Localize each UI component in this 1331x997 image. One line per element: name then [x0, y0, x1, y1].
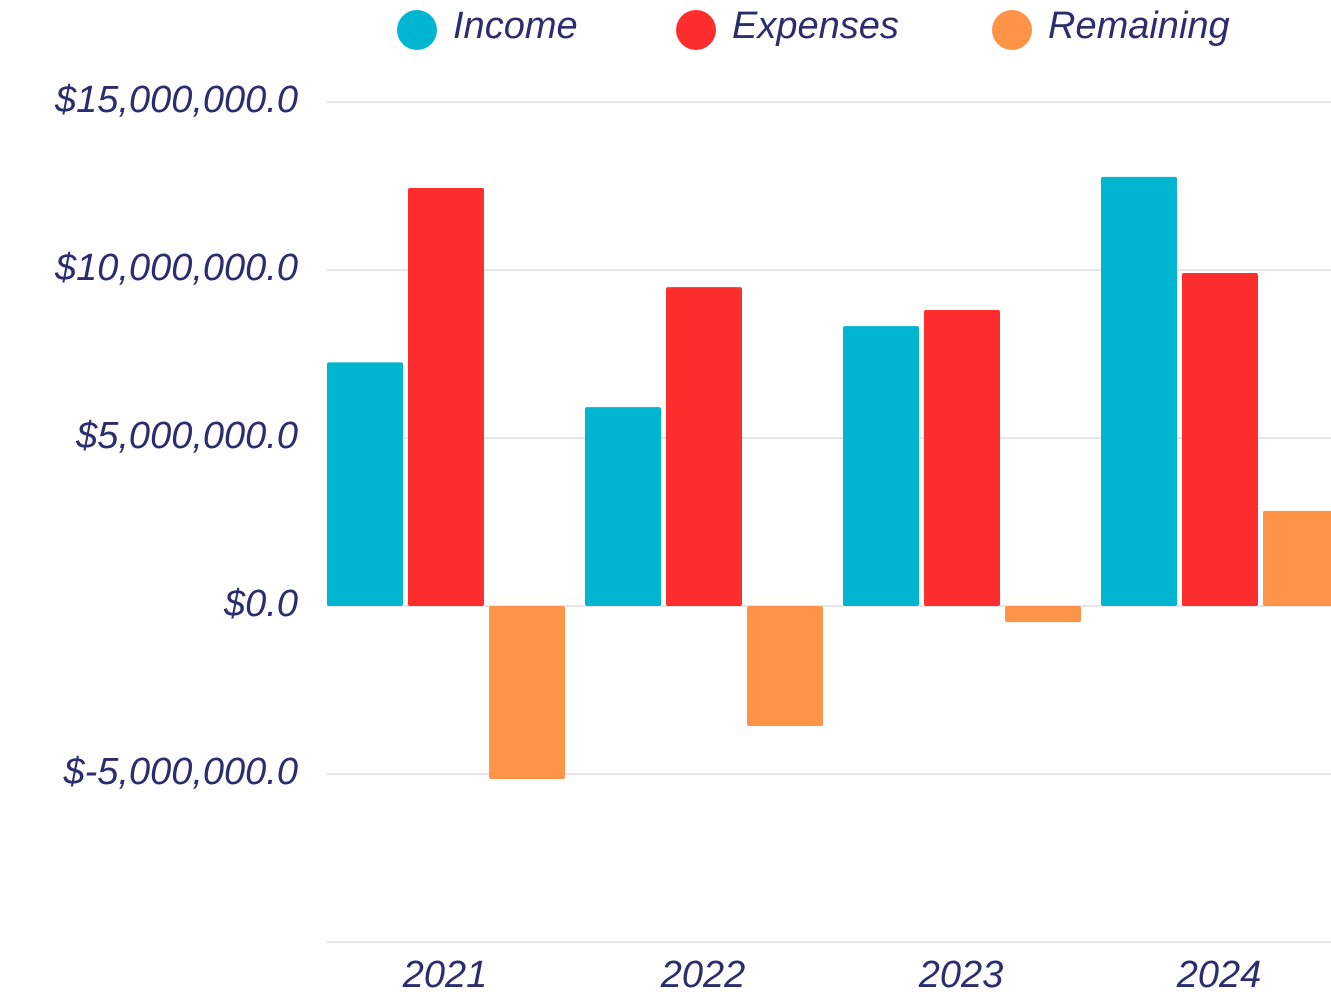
bar — [747, 606, 823, 726]
legend-label: Income — [453, 5, 578, 47]
legend-swatch — [397, 10, 437, 50]
legend-swatch — [992, 10, 1032, 50]
x-tick-label: 2022 — [660, 954, 746, 996]
bar — [1182, 273, 1258, 606]
bar — [924, 309, 1000, 606]
legend-label: Expenses — [732, 5, 899, 47]
legend-swatch — [676, 10, 716, 50]
bar — [585, 407, 661, 606]
bar — [666, 287, 742, 606]
x-tick-label: 2021 — [402, 954, 488, 996]
bar — [1005, 606, 1081, 623]
y-tick-label: $0.0 — [223, 583, 298, 625]
bar — [1101, 176, 1177, 607]
y-tick-label: $-5,000,000.0 — [62, 751, 298, 793]
legend-label: Remaining — [1048, 5, 1230, 47]
y-tick-label: $15,000,000.0 — [54, 79, 298, 121]
bar — [327, 362, 403, 606]
bar — [408, 188, 484, 607]
y-tick-label: $5,000,000.0 — [75, 415, 298, 457]
bar — [1263, 510, 1331, 606]
x-tick-label: 2024 — [1176, 954, 1262, 996]
y-tick-label: $10,000,000.0 — [54, 247, 298, 289]
bar — [843, 326, 919, 606]
bar — [489, 606, 565, 780]
x-tick-label: 2023 — [918, 954, 1004, 996]
